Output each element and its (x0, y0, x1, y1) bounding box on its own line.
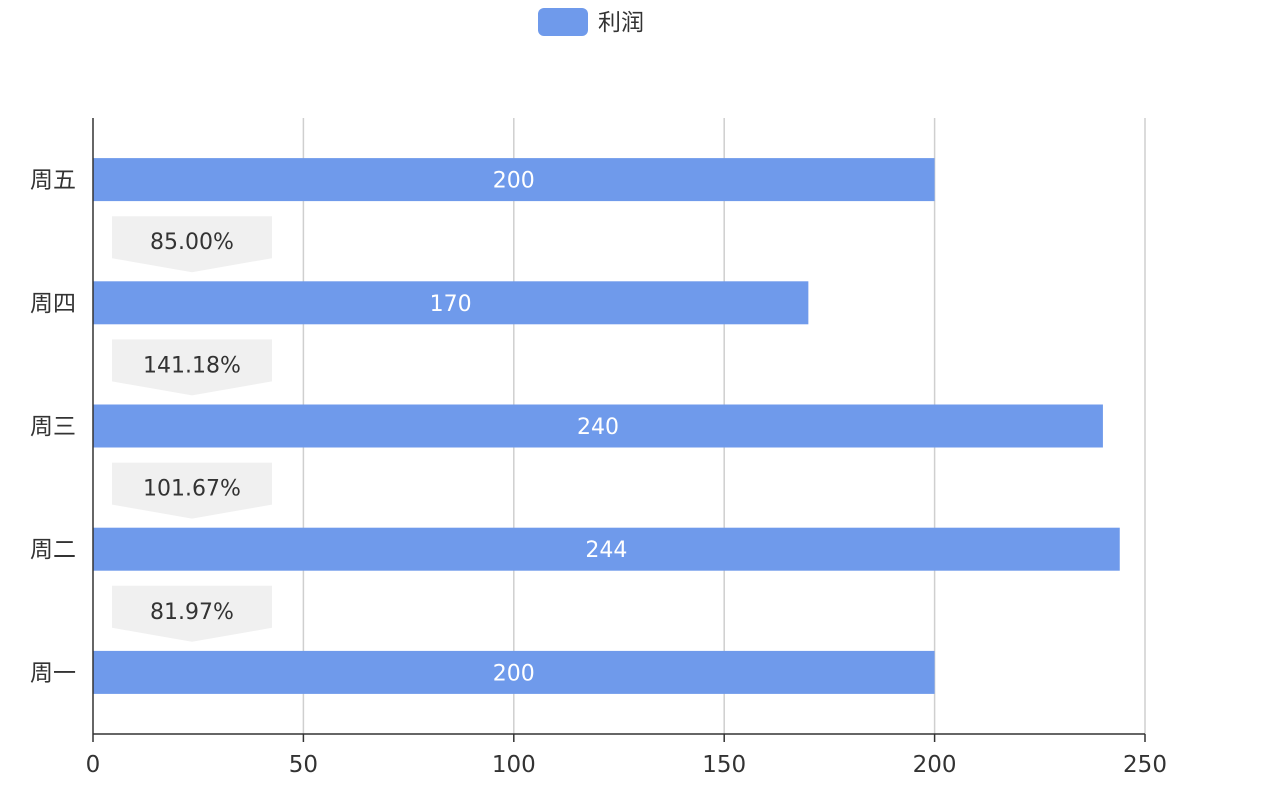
ratio-label: 81.97% (150, 600, 234, 625)
x-tick-label: 150 (702, 752, 746, 778)
bar-周五[interactable] (93, 158, 935, 202)
x-tick-label: 100 (492, 752, 536, 778)
ratio-label: 85.00% (150, 230, 234, 255)
bar-周三[interactable] (93, 404, 1103, 448)
legend-label[interactable]: 利润 (598, 10, 644, 36)
y-category-label: 周五 (30, 168, 76, 194)
legend-swatch[interactable] (538, 8, 588, 36)
ratio-label: 101.67% (143, 477, 241, 502)
axes: 0 50 100 150 200 250 周一 周二 周三 周四 周五 (30, 118, 1167, 778)
y-category-label: 周三 (30, 414, 76, 440)
y-category-label: 周一 (30, 660, 76, 686)
bar-value-label: 240 (577, 415, 619, 440)
bar-value-label: 200 (493, 661, 535, 686)
bar-value-label: 170 (430, 292, 472, 317)
bar-周二[interactable] (93, 527, 1120, 571)
x-tick-label: 250 (1123, 752, 1167, 778)
y-category-label: 周四 (30, 291, 76, 317)
x-tick-label: 50 (289, 752, 318, 778)
x-tick-label: 200 (913, 752, 957, 778)
ratio-badge (112, 339, 272, 396)
ratio-label: 141.18% (143, 353, 241, 378)
ratio-badge (112, 585, 272, 642)
ratio-badge (112, 462, 272, 519)
bar-周一[interactable] (93, 650, 935, 694)
bar-value-label: 244 (585, 538, 627, 563)
bar-周四[interactable] (93, 281, 809, 325)
ratio-badge (112, 216, 272, 273)
bars: 200 244 240 170 200 (93, 158, 1120, 694)
bar-value-label: 200 (493, 169, 535, 194)
x-tick-label: 0 (86, 752, 101, 778)
legend[interactable]: 利润 (538, 8, 644, 36)
ratio-annotations: 81.97% 101.67% 141.18% 85.00% (112, 216, 272, 642)
y-category-label: 周二 (30, 537, 76, 563)
